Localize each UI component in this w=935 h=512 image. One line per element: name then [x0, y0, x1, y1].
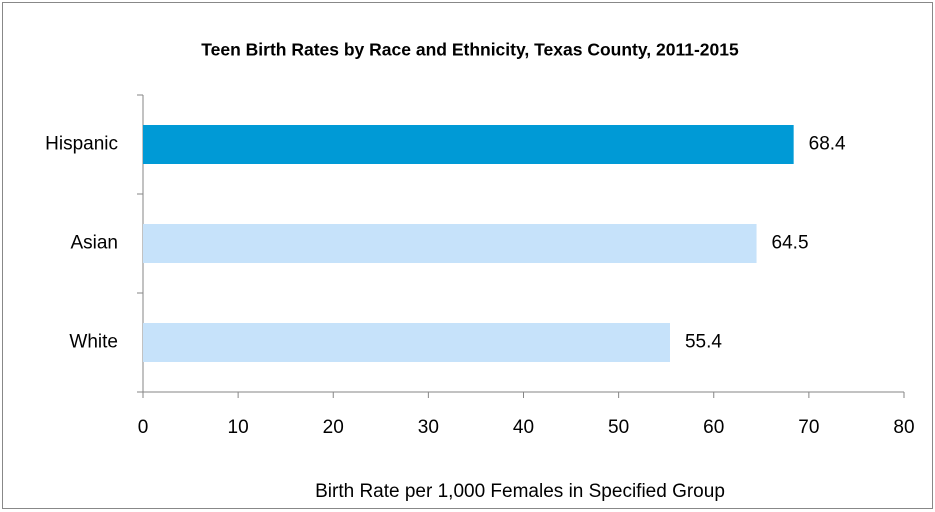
- bar: [143, 125, 794, 164]
- x-tick-label: 50: [608, 417, 629, 438]
- y-tick-label: Hispanic: [45, 134, 118, 155]
- x-tick-label: 10: [228, 417, 249, 438]
- x-axis-label: Birth Rate per 1,000 Females in Specifie…: [315, 481, 725, 502]
- value-label: 64.5: [772, 233, 809, 254]
- y-tick-label: Asian: [70, 233, 118, 254]
- y-tick-label: White: [69, 332, 118, 353]
- bar: [143, 224, 757, 263]
- x-tick-label: 30: [418, 417, 439, 438]
- value-label: 68.4: [809, 134, 846, 155]
- x-tick-label: 80: [893, 417, 914, 438]
- x-tick-label: 20: [323, 417, 344, 438]
- x-tick-label: 40: [513, 417, 534, 438]
- value-label: 55.4: [685, 332, 722, 353]
- x-tick-label: 70: [798, 417, 819, 438]
- bar: [143, 323, 670, 362]
- x-tick-label: 0: [138, 417, 149, 438]
- chart-title: Teen Birth Rates by Race and Ethnicity, …: [201, 40, 739, 60]
- x-tick-label: 60: [703, 417, 724, 438]
